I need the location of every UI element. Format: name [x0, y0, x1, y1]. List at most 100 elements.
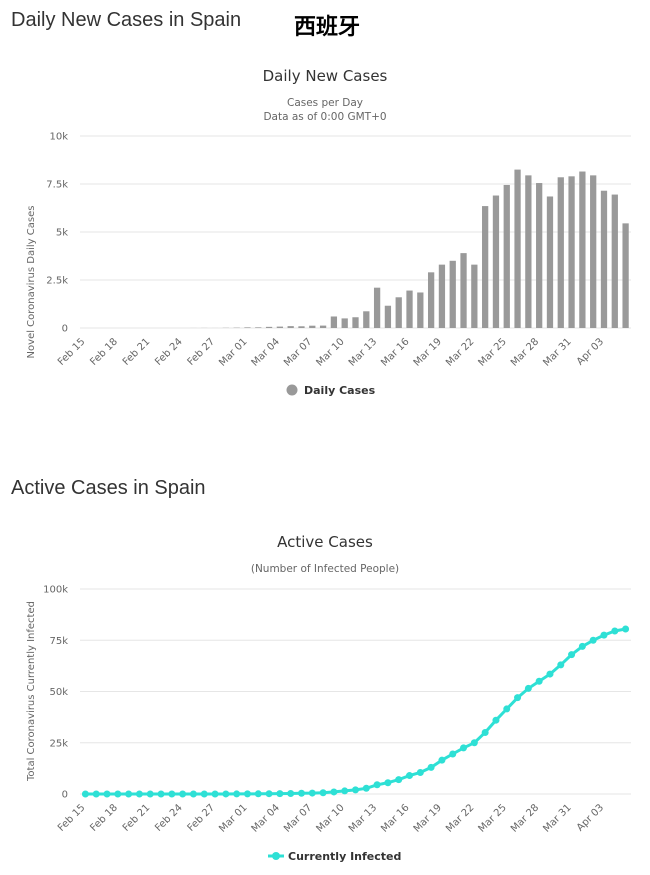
data-point[interactable]	[287, 789, 295, 797]
data-point[interactable]	[103, 790, 111, 798]
data-point[interactable]	[406, 772, 414, 780]
data-point[interactable]	[622, 625, 630, 633]
bar[interactable]	[427, 272, 435, 328]
bar[interactable]	[363, 311, 370, 328]
bar[interactable]	[298, 326, 305, 328]
data-point[interactable]	[524, 684, 532, 692]
bar[interactable]	[600, 190, 608, 328]
data-point[interactable]	[611, 627, 619, 635]
data-point[interactable]	[395, 776, 403, 784]
data-point[interactable]	[179, 790, 187, 798]
bar[interactable]	[255, 327, 262, 328]
bar[interactable]	[503, 184, 510, 328]
bar[interactable]	[384, 305, 392, 328]
data-point[interactable]	[578, 642, 586, 650]
data-point[interactable]	[125, 790, 133, 798]
data-point[interactable]	[114, 790, 122, 798]
data-point[interactable]	[319, 789, 327, 797]
gridlines	[80, 588, 631, 795]
data-point[interactable]	[449, 750, 457, 758]
bar[interactable]	[568, 176, 575, 328]
bar[interactable]	[341, 318, 348, 328]
y-tick-labels: 0 2.5k 5k 7.5k 10k	[46, 132, 68, 335]
bar[interactable]	[309, 325, 316, 328]
data-point[interactable]	[373, 781, 381, 789]
x-tick-label: Feb 18	[88, 336, 120, 368]
bar[interactable]	[557, 177, 564, 328]
y-tick-label: 5k	[56, 228, 68, 239]
bar[interactable]	[319, 325, 327, 328]
x-tick-label: Mar 19	[412, 336, 444, 368]
bar[interactable]	[417, 292, 424, 328]
data-point[interactable]	[492, 716, 500, 724]
data-point[interactable]	[589, 636, 597, 644]
bar[interactable]	[449, 260, 456, 328]
bar[interactable]	[244, 327, 251, 328]
data-point[interactable]	[189, 790, 197, 798]
bar[interactable]	[395, 297, 402, 328]
bar[interactable]	[406, 290, 413, 328]
data-point[interactable]	[297, 789, 305, 797]
data-point[interactable]	[200, 790, 208, 798]
data-point[interactable]	[546, 670, 554, 678]
data-point[interactable]	[568, 651, 576, 659]
bar[interactable]	[287, 326, 294, 328]
data-point[interactable]	[416, 768, 424, 776]
data-point[interactable]	[233, 790, 241, 798]
data-point[interactable]	[135, 790, 143, 798]
bar[interactable]	[514, 169, 521, 328]
data-point[interactable]	[330, 788, 338, 796]
data-point[interactable]	[81, 790, 89, 798]
data-point[interactable]	[514, 694, 522, 702]
data-point[interactable]	[481, 729, 489, 736]
country-name-cjk: 西班牙	[294, 15, 361, 40]
data-point[interactable]	[92, 790, 100, 798]
data-point[interactable]	[460, 744, 468, 752]
legend[interactable]: Daily Cases	[286, 384, 376, 397]
bar[interactable]	[330, 316, 338, 328]
bar[interactable]	[579, 171, 586, 328]
bar[interactable]	[525, 175, 532, 328]
data-point[interactable]	[557, 661, 565, 669]
data-point[interactable]	[243, 790, 251, 798]
x-tick-label: Feb 24	[153, 336, 185, 368]
data-point[interactable]	[600, 631, 608, 639]
bar[interactable]	[590, 175, 597, 328]
daily-section-title: Daily New Cases in Spain	[11, 9, 242, 31]
data-point[interactable]	[503, 705, 511, 713]
bar[interactable]	[482, 206, 489, 328]
data-point[interactable]	[222, 790, 230, 798]
bar[interactable]	[546, 196, 554, 328]
chart-title: Active Cases	[277, 533, 373, 551]
bar[interactable]	[611, 194, 618, 328]
chart-subtitle-line-1: Cases per Day	[287, 97, 363, 109]
x-tick-label: Mar 16	[379, 802, 411, 834]
bar[interactable]	[536, 183, 543, 328]
data-point[interactable]	[265, 790, 273, 798]
data-point[interactable]	[276, 790, 284, 798]
bar[interactable]	[471, 264, 478, 328]
data-point[interactable]	[341, 787, 349, 795]
bar[interactable]	[352, 317, 359, 328]
data-point[interactable]	[438, 756, 446, 764]
data-point[interactable]	[168, 790, 176, 798]
data-point[interactable]	[470, 739, 478, 747]
bar[interactable]	[373, 287, 381, 328]
bar[interactable]	[622, 223, 629, 328]
data-point[interactable]	[427, 763, 435, 771]
bar[interactable]	[265, 326, 273, 328]
data-point[interactable]	[211, 790, 219, 798]
data-point[interactable]	[352, 786, 359, 794]
data-point[interactable]	[146, 790, 154, 798]
data-point[interactable]	[157, 790, 165, 798]
data-point[interactable]	[384, 779, 392, 787]
data-point[interactable]	[535, 677, 543, 685]
data-point[interactable]	[254, 790, 262, 798]
bar[interactable]	[460, 253, 467, 328]
bar[interactable]	[492, 195, 500, 328]
legend[interactable]: Currently Infected	[268, 850, 401, 863]
data-point[interactable]	[308, 789, 316, 797]
bar[interactable]	[276, 326, 284, 328]
bar[interactable]	[438, 264, 446, 328]
data-point[interactable]	[362, 784, 370, 792]
